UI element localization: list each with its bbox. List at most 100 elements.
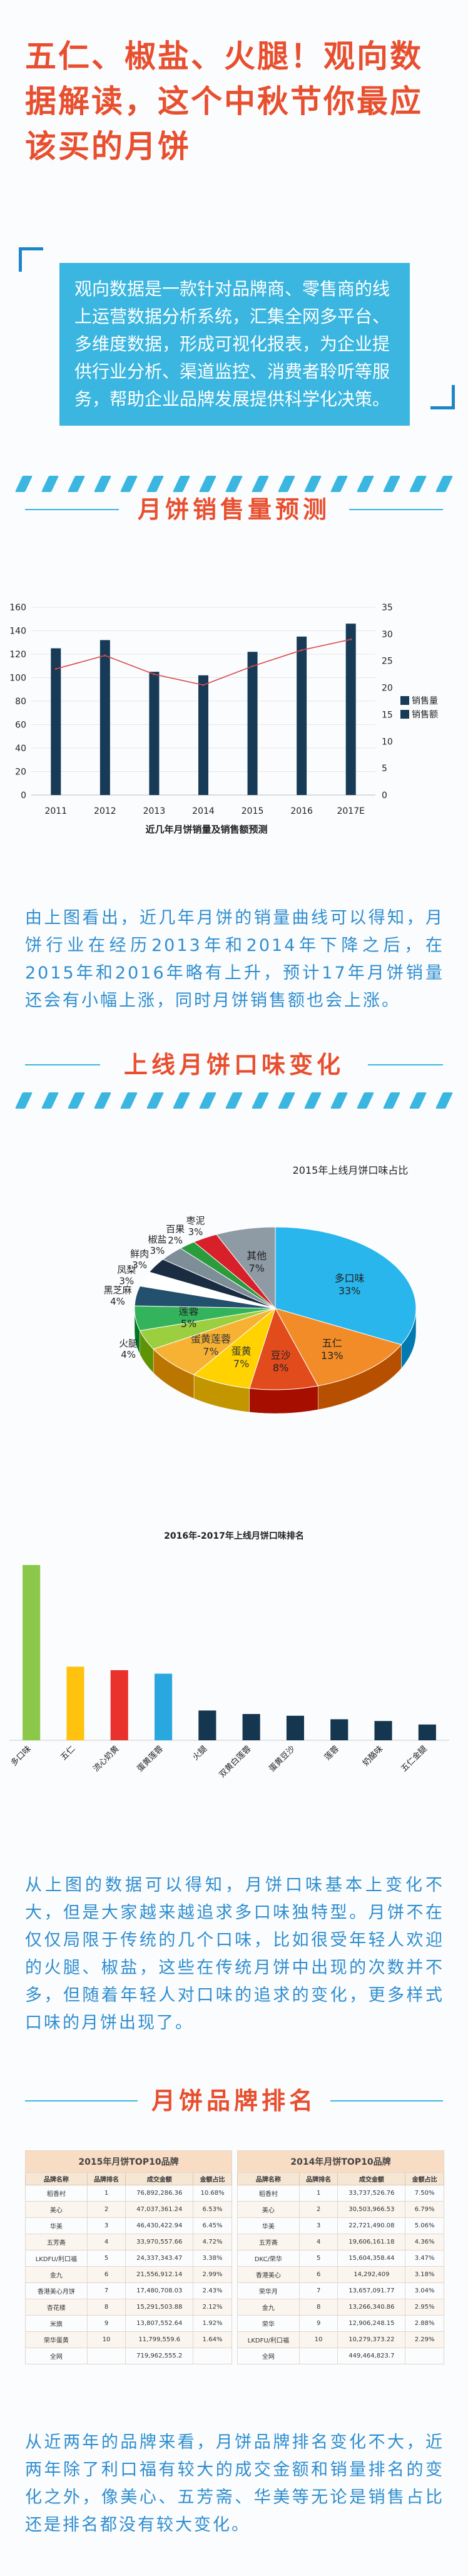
table-header: 金额占比	[405, 2172, 444, 2185]
paragraph-brand: 从近两年的品牌来看，月饼品牌排名变化不大，近两年除了利口福有较大的成交金额和销量…	[25, 2433, 444, 2535]
table-cell: 12,906,248.15	[337, 2315, 406, 2332]
table-cell: 4	[86, 2234, 126, 2250]
table-cell: 2	[298, 2201, 338, 2218]
y-left-tick-label: 120	[9, 650, 26, 660]
table-cell: 6	[86, 2266, 126, 2283]
table-cell: 47,037,361.24	[125, 2201, 194, 2218]
table-cell: 3.18%	[405, 2266, 444, 2283]
table-header: 品牌排名	[86, 2172, 126, 2185]
pie-label-name: 蛋黄	[231, 1345, 252, 1357]
bar-flavor	[418, 1724, 436, 1740]
table-row: 美心 2 30,503,966.53 6.79%	[237, 2201, 444, 2218]
table-header: 成交金额	[337, 2172, 406, 2185]
pie-label-name: 豆沙	[271, 1349, 291, 1361]
table-row: 美心 2 47,037,361.24 6.53%	[25, 2201, 232, 2218]
y-left-tick-label: 160	[9, 603, 26, 613]
x-tick-label: 莲蓉	[323, 1744, 341, 1762]
table-cell: 9	[298, 2315, 338, 2332]
table-cell: 全网	[237, 2348, 300, 2364]
bar-flavor	[286, 1715, 305, 1740]
x-tick-label: 蛋黄莲蓉	[135, 1744, 165, 1773]
table-cell: 6.79%	[405, 2201, 444, 2218]
pie-label-name: 火腿	[119, 1338, 138, 1349]
table-cell: 3	[298, 2217, 338, 2234]
pie-label-name: 莲蓉	[179, 1305, 199, 1317]
table-cell: 1	[298, 2185, 338, 2202]
table-row: 杏花楼 8 15,291,503.88 2.12%	[25, 2299, 232, 2316]
section-title-flavor: 上线月饼口味变化	[123, 1051, 344, 1079]
table-cell: 14,292,409	[337, 2266, 406, 2283]
table-header: 成交金额	[125, 2172, 194, 2185]
y-right-tick-label: 0	[382, 791, 387, 801]
bar-flavor	[110, 1670, 128, 1740]
table-cell: 22,721,490.08	[337, 2217, 406, 2234]
section-title-forecast-wrap: 月饼销售量预测	[0, 490, 468, 528]
table-row: LKDFU/利口福 10 10,279,373.22 2.29%	[237, 2331, 444, 2348]
table-cell: 2.12%	[193, 2299, 232, 2316]
legend-swatch-volume	[400, 696, 409, 705]
table-row: DKC/荣华 5 15,604,358.44 3.47%	[237, 2250, 444, 2267]
table-caption: 2015年月饼TOP10品牌	[25, 2150, 232, 2173]
table-row: 荣华蛋黄 10 11,799,559.6 1.64%	[25, 2331, 232, 2348]
pie-label-value: 2%	[168, 1234, 183, 1246]
table-cell: 33,737,526.76	[337, 2185, 406, 2202]
table-cell: 6.53%	[193, 2201, 232, 2218]
table-cell: 1	[86, 2185, 126, 2202]
table-cell: 449,464,823.7	[337, 2348, 406, 2364]
table-cell: 11,799,559.6	[125, 2331, 194, 2348]
paragraph-flavor: 从上图的数据可以得知，月饼口味基本上变化不大，但是大家越来越追求多口味独特型。月…	[25, 1876, 444, 2033]
table-caption: 2014年月饼TOP10品牌	[237, 2150, 444, 2173]
table-row: 香港美心 6 14,292,409 3.18%	[237, 2266, 444, 2283]
bracket-bottom-right	[430, 385, 455, 409]
x-tick-label: 流心奶黄	[91, 1744, 121, 1773]
pie-slice-side	[249, 1385, 318, 1414]
table-row: 全网 449,464,823.7	[237, 2348, 444, 2364]
section-title-line-right	[349, 509, 443, 510]
legend-label-volume: 销售量	[412, 696, 438, 706]
pie-label-name: 枣泥	[186, 1215, 205, 1226]
table-cell	[405, 2348, 444, 2364]
pie-label-name: 椒盐	[148, 1234, 167, 1245]
table-row: 荣华月 7 13,657,091.77 3.04%	[237, 2282, 444, 2299]
pie-label-value: 13%	[321, 1350, 343, 1362]
table-cell: 4.72%	[193, 2234, 232, 2250]
y-left-tick-label: 60	[15, 721, 26, 731]
pie-label-name: 蛋黄莲蓉	[191, 1333, 231, 1345]
bar-flavor	[374, 1721, 392, 1740]
table-row: 五芳斋 4 19,606,161.18 4.36%	[237, 2234, 444, 2250]
bar-flavor	[242, 1714, 260, 1740]
table-cell: 2.99%	[193, 2266, 232, 2283]
line-point	[153, 673, 155, 675]
table-cell: LKDFU/利口福	[25, 2250, 88, 2267]
section-title-line-right	[368, 1064, 443, 1065]
line-point	[350, 638, 352, 640]
section-title-brand: 月饼品牌排名	[151, 2087, 317, 2115]
section-title-line-left	[25, 509, 119, 510]
table-cell: 杏花楼	[25, 2299, 88, 2316]
table-header: 品牌名称	[237, 2172, 300, 2185]
table-row: 金九 6 21,556,912.14 2.99%	[25, 2266, 232, 2283]
line-point	[202, 684, 205, 686]
table-row: 稻香村 1 33,737,526.76 7.50%	[237, 2185, 444, 2202]
table-cell: 13,266,340.86	[337, 2299, 406, 2316]
hero-title: 五仁、椒盐、火腿！观向数据解读，这个中秋节你最应该买的月饼	[25, 38, 423, 165]
table-row: 金九 8 13,266,340.86 2.95%	[237, 2299, 444, 2316]
intro-text: 观向数据是一款针对品牌商、零售商的线上运营数据分析系统，汇集全网多平台、多维度数…	[59, 263, 410, 426]
table-row: 五芳斋 4 33,970,557.66 4.72%	[25, 2234, 232, 2250]
table-cell: 8	[298, 2299, 338, 2316]
y-left-tick-label: 0	[21, 791, 26, 801]
brand-tables: 2015年月饼TOP10品牌 品牌名称 品牌排名 成交金额 金额占比 稻香村 1 76,892…	[25, 2150, 444, 2364]
section-title-line-left	[25, 1064, 100, 1065]
y-right-tick-label: 35	[382, 603, 393, 613]
table-cell	[86, 2348, 126, 2364]
table-cell: 金九	[237, 2299, 300, 2316]
table-cell: 金九	[25, 2266, 88, 2283]
bar-sales-volume	[247, 652, 258, 795]
pie-label-value: 33%	[338, 1285, 361, 1297]
bar-flavor	[330, 1719, 348, 1740]
table-cell: 2.88%	[405, 2315, 444, 2332]
section-title-flavor-wrap: 上线月饼口味变化	[0, 1045, 468, 1083]
pie-slice	[275, 1226, 417, 1345]
line-point	[300, 649, 303, 652]
legend-swatch-amount	[400, 710, 409, 719]
